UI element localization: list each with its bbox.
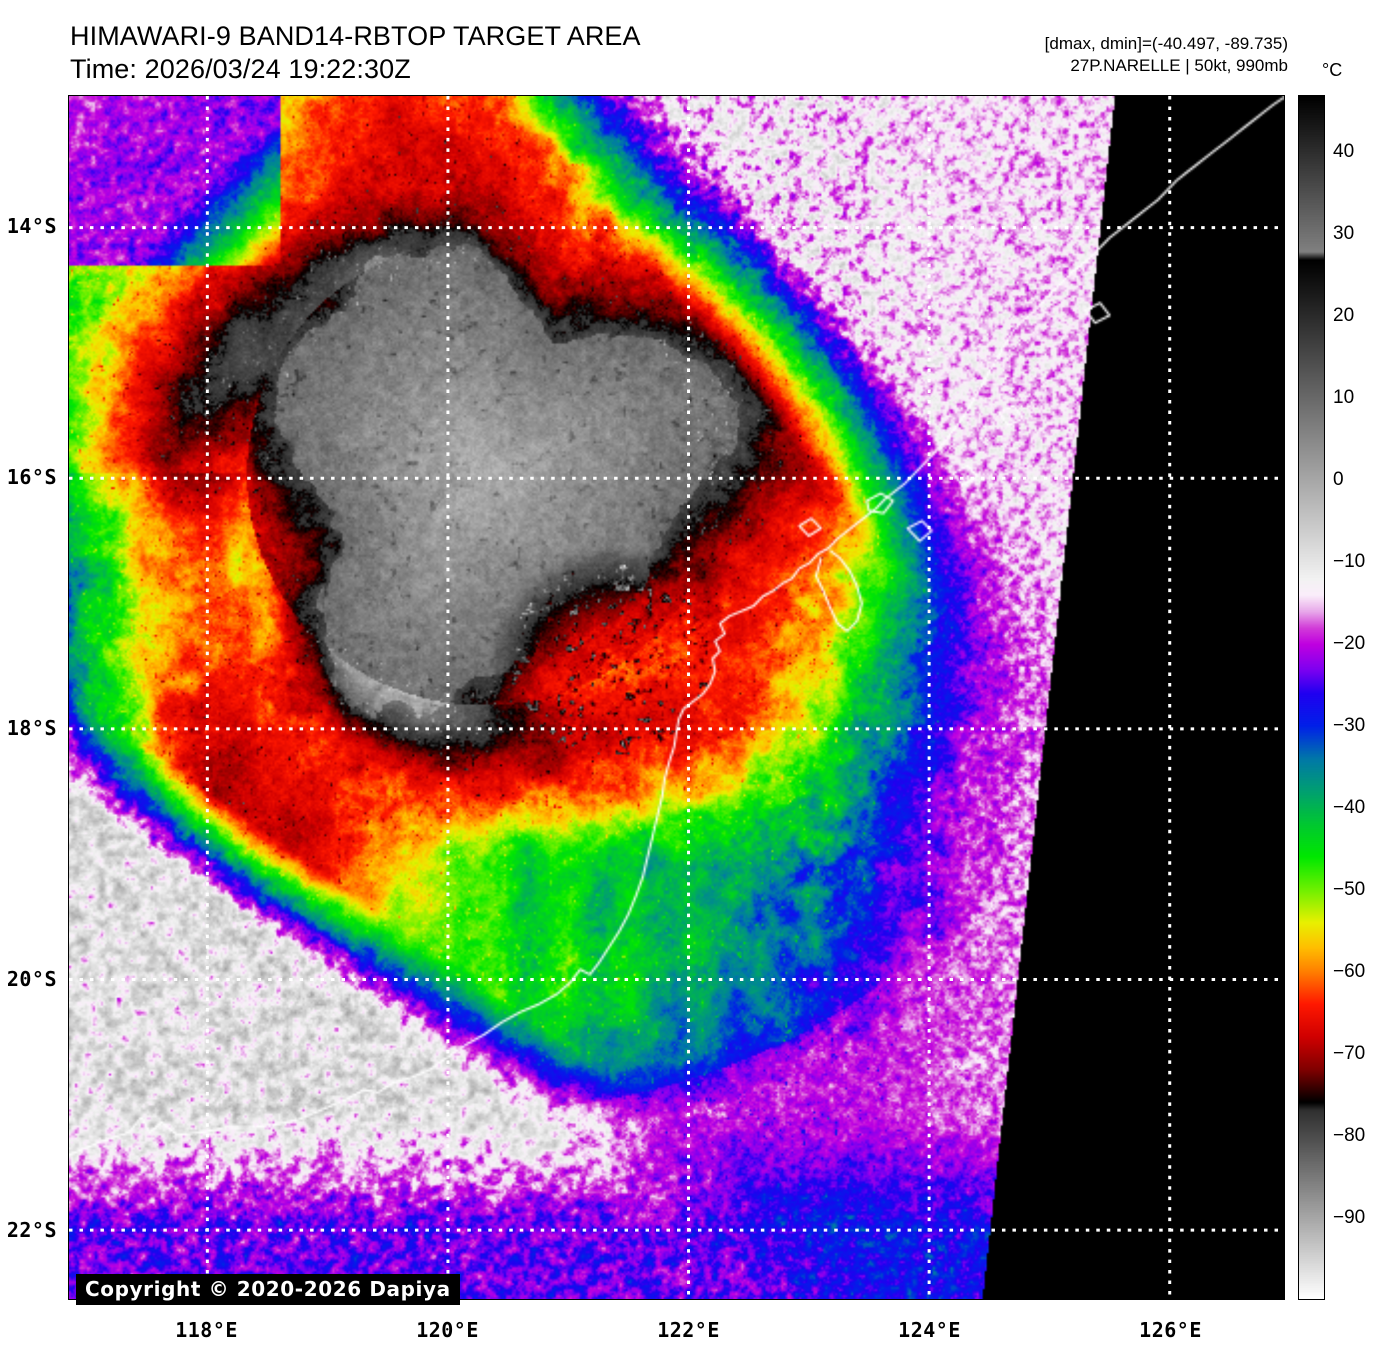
dmax-dmin-label: [dmax, dmin]=(-40.497, -89.735) <box>1044 34 1288 53</box>
satellite-image-plot[interactable] <box>68 95 1285 1300</box>
y-axis-tick-3: 20°S <box>6 966 57 991</box>
colorbar[interactable] <box>1298 95 1325 1300</box>
colorbar-tick-5: −10 <box>1333 551 1366 573</box>
x-axis-tick-1: 120°E <box>416 1318 479 1342</box>
colorbar-tick-11: −70 <box>1333 1043 1366 1065</box>
lat-lon-gridlines <box>69 96 1284 1299</box>
colorbar-tick-2: 20 <box>1333 305 1355 327</box>
satellite-imagery-canvas[interactable] <box>69 96 1284 1299</box>
title-line-1: HIMAWARI-9 BAND14-RBTOP TARGET AREA <box>70 21 641 51</box>
colorbar-tick-6: −20 <box>1333 633 1366 655</box>
x-axis-tick-0: 118°E <box>175 1318 238 1342</box>
storm-info-label: 27P.NARELLE | 50kt, 990mb <box>1070 56 1288 75</box>
colorbar-tick-1: 30 <box>1333 223 1355 245</box>
x-axis-tick-3: 124°E <box>898 1318 961 1342</box>
page-title: HIMAWARI-9 BAND14-RBTOP TARGET AREA Time… <box>70 20 870 86</box>
title-line-2: Time: 2026/03/24 19:22:30Z <box>70 54 411 84</box>
colorbar-unit-label: °C <box>1322 60 1343 80</box>
colorbar-tick-8: −40 <box>1333 797 1366 819</box>
colorbar-tick-3: 10 <box>1333 387 1355 409</box>
header-metadata: [dmax, dmin]=(-40.497, -89.735) 27P.NARE… <box>1045 33 1288 77</box>
copyright-label: Copyright © 2020-2026 Dapiya <box>76 1274 460 1305</box>
colorbar-tick-0: 40 <box>1333 141 1355 163</box>
x-axis-tick-2: 122°E <box>657 1318 720 1342</box>
y-axis-tick-0: 14°S <box>6 213 57 238</box>
colorbar-gradient <box>1299 96 1324 1299</box>
y-axis-tick-1: 16°S <box>6 464 57 489</box>
y-axis-tick-4: 22°S <box>6 1217 57 1242</box>
colorbar-tick-12: −80 <box>1333 1125 1366 1147</box>
colorbar-tick-9: −50 <box>1333 879 1366 901</box>
x-axis-tick-4: 126°E <box>1139 1318 1202 1342</box>
colorbar-tick-7: −30 <box>1333 715 1366 737</box>
colorbar-tick-4: 0 <box>1333 469 1344 491</box>
y-axis-tick-2: 18°S <box>6 715 57 740</box>
colorbar-tick-13: −90 <box>1333 1207 1366 1229</box>
colorbar-tick-10: −60 <box>1333 961 1366 983</box>
